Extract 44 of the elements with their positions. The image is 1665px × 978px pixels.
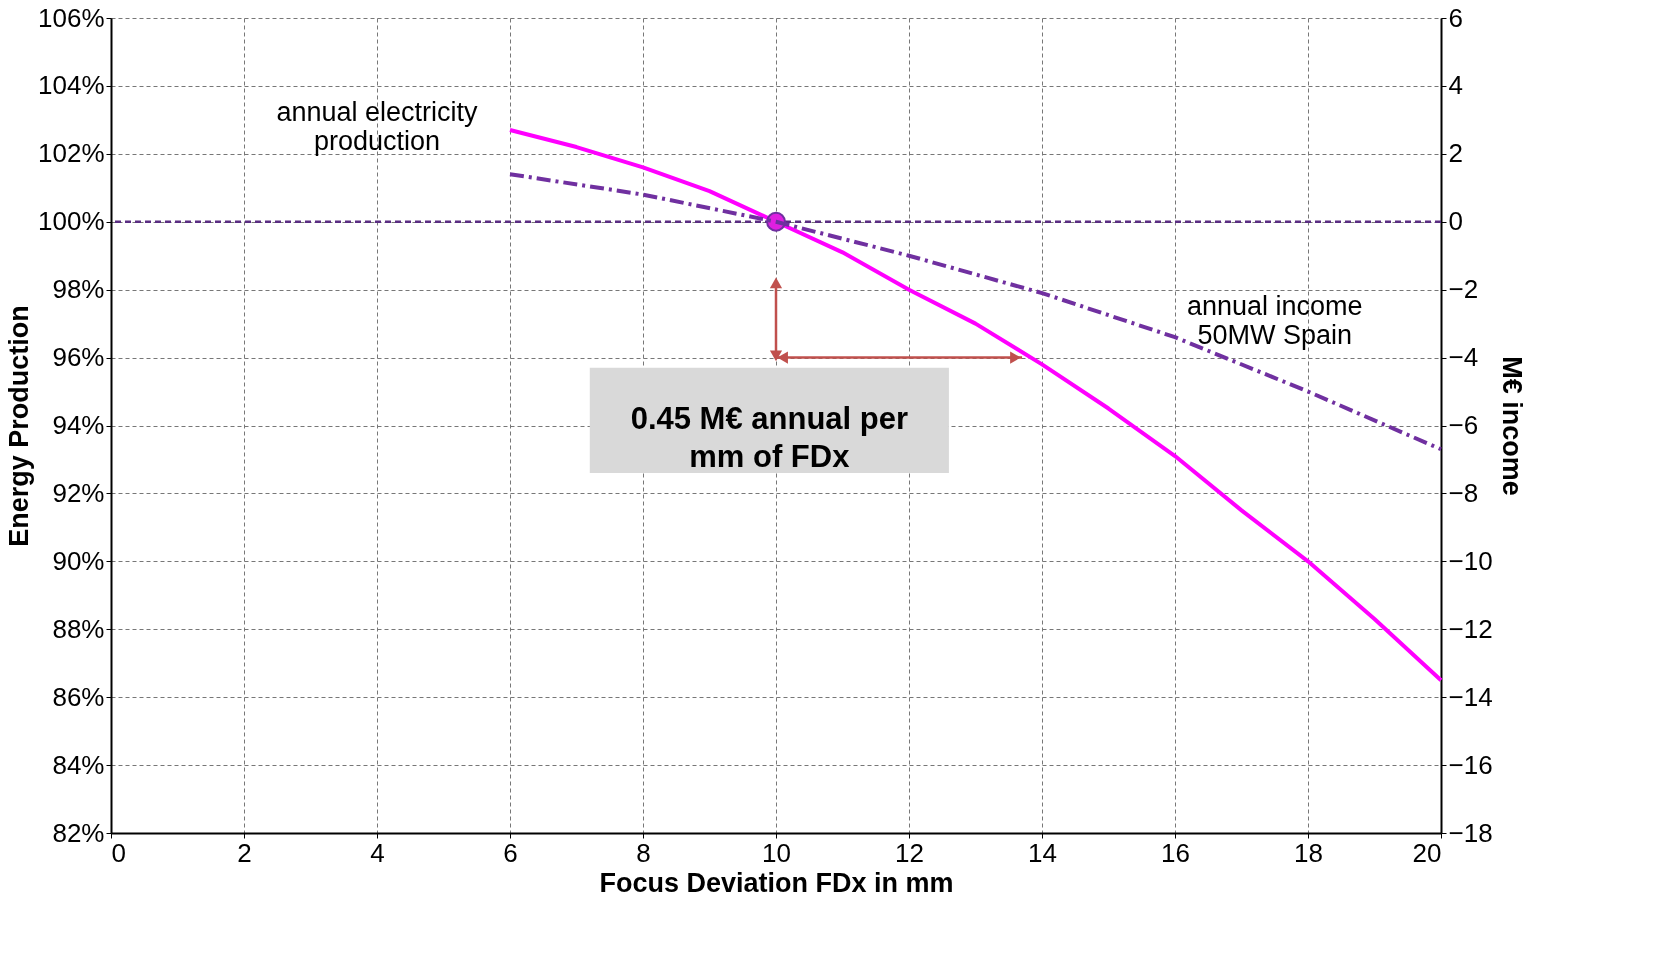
y2-tick-label: −4 [1448, 342, 1479, 373]
y-tick-label: 86% [52, 681, 105, 712]
x-tick-label: 4 [370, 837, 385, 868]
y-tick-label: 104% [38, 70, 105, 101]
y2-tick-label: −10 [1448, 545, 1493, 576]
y2-tick-label: 0 [1448, 206, 1463, 237]
y-tick-label: 96% [52, 342, 105, 373]
y-tick-label: 102% [38, 138, 105, 169]
x-tick-label: 8 [636, 837, 651, 868]
y-tick-label: 84% [52, 749, 105, 780]
y2-tick-label: −2 [1448, 274, 1479, 305]
x-tick-label: 2 [237, 837, 252, 868]
y-tick-label: 94% [52, 410, 105, 440]
y-tick-label: 92% [52, 477, 105, 508]
x-tick-label: 12 [895, 837, 924, 868]
x-tick-label: 14 [1028, 837, 1057, 868]
y2-tick-label: −16 [1448, 749, 1493, 780]
y2-tick-label: 2 [1448, 138, 1463, 169]
x-tick-label: 10 [762, 837, 791, 868]
x-axis-title: Focus Deviation FDx in mm [599, 867, 954, 898]
y2-axis-title: M€ income [1496, 356, 1527, 496]
y2-tick-label: 6 [1448, 2, 1463, 33]
y2-tick-label: −8 [1448, 477, 1479, 508]
y-axis-title: Energy Production [4, 305, 34, 547]
y2-tick-label: 4 [1448, 70, 1463, 101]
annotation: 0.45 M€ annual per mm of FDx [630, 401, 909, 475]
x-tick-label: 6 [503, 837, 518, 868]
y2-tick-label: −6 [1448, 410, 1479, 440]
x-tick-label: 16 [1161, 837, 1190, 868]
y-tick-label: 100% [38, 206, 105, 237]
series-label: annual electricity production [276, 97, 479, 157]
series-label: annual income 50MW Spain [1186, 290, 1363, 350]
y-tick-label: 82% [52, 817, 105, 848]
x-tick-label: 20 [1412, 837, 1442, 868]
y2-tick-label: −14 [1448, 681, 1493, 712]
x-tick-label: 0 [111, 837, 126, 868]
y-tick-label: 98% [52, 274, 105, 305]
y2-tick-label: −18 [1448, 817, 1493, 848]
line-series [508, 128, 1443, 683]
y-tick-label: 88% [52, 613, 105, 644]
y-tick-label: 90% [52, 545, 105, 576]
y2-tick-label: −12 [1448, 613, 1493, 644]
y-tick-label: 106% [38, 2, 105, 33]
x-tick-label: 18 [1294, 837, 1323, 868]
